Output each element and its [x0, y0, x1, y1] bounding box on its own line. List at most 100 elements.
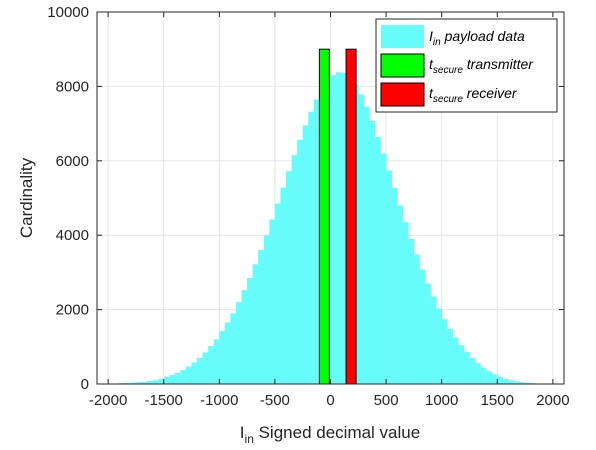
histogram-bin [413, 254, 420, 384]
histogram-bin [180, 369, 187, 384]
histogram-bin [208, 346, 215, 384]
histogram-bin [475, 363, 481, 384]
x-tick-label: -1500 [145, 392, 183, 409]
histogram-bin [197, 357, 203, 384]
legend-payload-rest: payload data [441, 28, 525, 44]
legend-swatch-receiver [380, 82, 425, 107]
x-tick-label: 1500 [481, 392, 514, 409]
x-tick-label: 0 [326, 392, 334, 409]
histogram-bin [363, 106, 370, 385]
histogram-bin [447, 328, 454, 384]
histogram-bin [502, 378, 509, 384]
y-axis-label: Cardinality [17, 157, 36, 238]
histogram-bin [291, 155, 298, 384]
histogram-bin [480, 367, 487, 384]
histogram-bin [302, 125, 309, 385]
histogram-bin [219, 331, 226, 384]
x-tick-label: -2000 [89, 392, 127, 409]
histogram-bin [519, 382, 526, 384]
axis-ticks: -2000 -1500 -1000 -500 0 500 1000 1500 2000 0 2000… [47, 4, 569, 409]
histogram-bin [391, 187, 398, 384]
y-tick-label: 6000 [56, 153, 89, 170]
histogram-bin [419, 269, 426, 384]
y-tick-label: 0 [81, 376, 89, 393]
histogram-bin [135, 382, 142, 384]
histogram-bin [386, 170, 392, 384]
histogram-bin [430, 296, 437, 384]
legend: Iin payload data tsecure transmitter tse… [375, 18, 558, 113]
legend-transmitter-sub: secure [433, 65, 463, 76]
marker-bar [345, 48, 357, 385]
histogram-bin [458, 345, 465, 384]
histogram-bin [163, 376, 170, 384]
histogram-bin [313, 99, 320, 385]
x-tick-label: 2000 [536, 392, 569, 409]
x-tick-label: 500 [374, 392, 399, 409]
legend-entry-transmitter: tsecure transmitter [429, 56, 534, 76]
legend-payload-main: I [429, 28, 433, 44]
histogram-bin [486, 371, 493, 384]
histogram-bin [441, 319, 448, 384]
histogram-bin [525, 382, 531, 384]
y-tick-label: 2000 [56, 302, 89, 319]
histogram-bin [124, 382, 131, 384]
histogram-bin [452, 337, 459, 384]
histogram-bin [374, 136, 381, 384]
histogram-bin [308, 111, 315, 385]
histogram-bin [508, 380, 515, 384]
histogram-bin [297, 139, 304, 384]
histogram-bin [152, 380, 159, 384]
histogram-bin [202, 352, 209, 384]
histogram-bin [235, 302, 242, 384]
legend-transmitter-main: t [429, 56, 434, 72]
marker-bar [318, 48, 330, 385]
histogram-bin [147, 381, 153, 384]
histogram-bin [358, 94, 365, 385]
legend-swatch-transmitter [380, 53, 425, 78]
histogram-bin [258, 250, 265, 384]
histogram-bin [497, 376, 504, 384]
histogram-bin [213, 339, 220, 384]
legend-entry-receiver: tsecure receiver [429, 85, 518, 105]
histogram-bin [130, 382, 137, 384]
y-tick-label: 8000 [56, 78, 89, 95]
histogram-bin [330, 75, 337, 385]
histogram-bin [191, 362, 198, 384]
histogram-bin [463, 352, 470, 384]
legend-receiver-main: t [429, 85, 434, 101]
x-tick-label: -1000 [200, 392, 238, 409]
histogram-bin [491, 374, 498, 384]
histogram-bin [141, 381, 148, 384]
histogram-bin [252, 264, 259, 384]
legend-entry-payload: Iin payload data [429, 28, 525, 48]
histogram-bin [241, 290, 248, 384]
x-tick-label: -500 [260, 392, 290, 409]
legend-payload-sub: in [433, 37, 441, 48]
legend-receiver-rest: receiver [463, 85, 518, 101]
histogram-bin [425, 283, 431, 384]
histogram-bin [247, 277, 253, 384]
histogram-bin [274, 203, 281, 384]
histogram-bin [436, 308, 442, 384]
histogram-bin [286, 171, 292, 384]
histogram-bin [158, 378, 165, 384]
x-axis-label-main: I [240, 423, 245, 442]
x-axis-label-rest: Signed decimal value [254, 423, 420, 442]
histogram-bin [230, 313, 237, 384]
histogram-bin [402, 222, 409, 384]
histogram-bin [369, 120, 376, 384]
x-axis-label: Iin Signed decimal value [240, 423, 420, 446]
histogram-bin [336, 72, 342, 384]
histogram-bin [513, 381, 520, 384]
histogram-bin [224, 322, 231, 384]
histogram-bin [469, 357, 476, 384]
legend-receiver-sub: secure [433, 94, 463, 105]
x-tick-label: 1000 [425, 392, 458, 409]
legend-transmitter-rest: transmitter [463, 56, 534, 72]
histogram-bin [269, 219, 276, 384]
histogram-bin [280, 187, 287, 384]
histogram-bin [341, 73, 348, 385]
legend-swatch-payload [381, 25, 424, 48]
histogram-bin [185, 366, 192, 384]
